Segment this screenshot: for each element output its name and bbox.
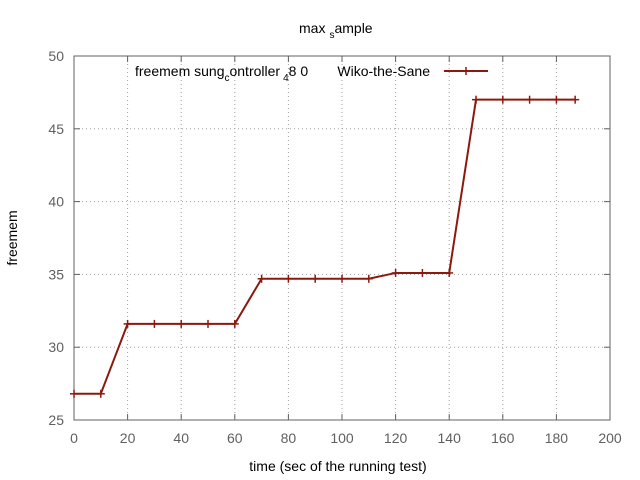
data-point [257,274,266,283]
y-tick-label: 50 [48,48,64,64]
x-tick-label: 160 [491,430,515,446]
axis-ticks [73,55,611,421]
data-point [418,268,427,277]
data-point [70,389,78,398]
data-point [338,274,346,283]
x-tick-label: 140 [438,430,462,446]
data-point [472,95,480,104]
x-tick-label: 80 [281,430,297,446]
x-axis-title: time (sec of the running test) [249,458,426,474]
legend-label: freemem sungcontroller 48 0 [135,63,308,84]
data-point [525,95,534,104]
data-point [123,319,132,328]
y-tick-label: 45 [48,121,64,137]
y-tick-label: 30 [48,339,64,355]
data-point [498,95,507,104]
plot-frame [73,55,611,421]
series-layer [70,95,580,398]
legend-label-suffix: Wiko-the-Sane [337,63,430,79]
data-point [284,274,293,283]
y-tick-labels: 25 30 35 40 45 50 [48,48,64,428]
legend-marker [462,67,470,75]
data-point [311,274,320,283]
x-tick-label: 60 [227,430,243,446]
x-tick-labels: 0 20 40 60 80 100 120 140 160 180 200 [70,430,622,446]
data-point [364,274,373,283]
x-tick-label: 40 [173,430,189,446]
legend: freemem sungcontroller 48 0 Wiko-the-Sane [135,63,488,84]
data-point [552,95,561,104]
data-point [96,389,105,398]
data-point [177,319,186,328]
x-tick-label: 0 [70,430,78,446]
x-tick-label: 100 [330,430,354,446]
x-tick-label: 200 [598,430,622,446]
data-point [150,319,159,328]
y-axis-title: freemem [4,210,20,265]
data-point [571,95,580,104]
chart-title: max sample [299,20,373,41]
y-tick-label: 40 [48,194,64,210]
x-tick-label: 20 [120,430,136,446]
grid [74,56,610,420]
data-point [204,319,212,328]
y-tick-label: 25 [48,412,64,428]
data-point [391,268,400,277]
data-point [445,268,454,277]
x-tick-label: 180 [545,430,569,446]
series-line [74,98,576,395]
x-tick-label: 120 [384,430,408,446]
y-tick-label: 35 [48,266,64,282]
data-point [230,319,239,328]
